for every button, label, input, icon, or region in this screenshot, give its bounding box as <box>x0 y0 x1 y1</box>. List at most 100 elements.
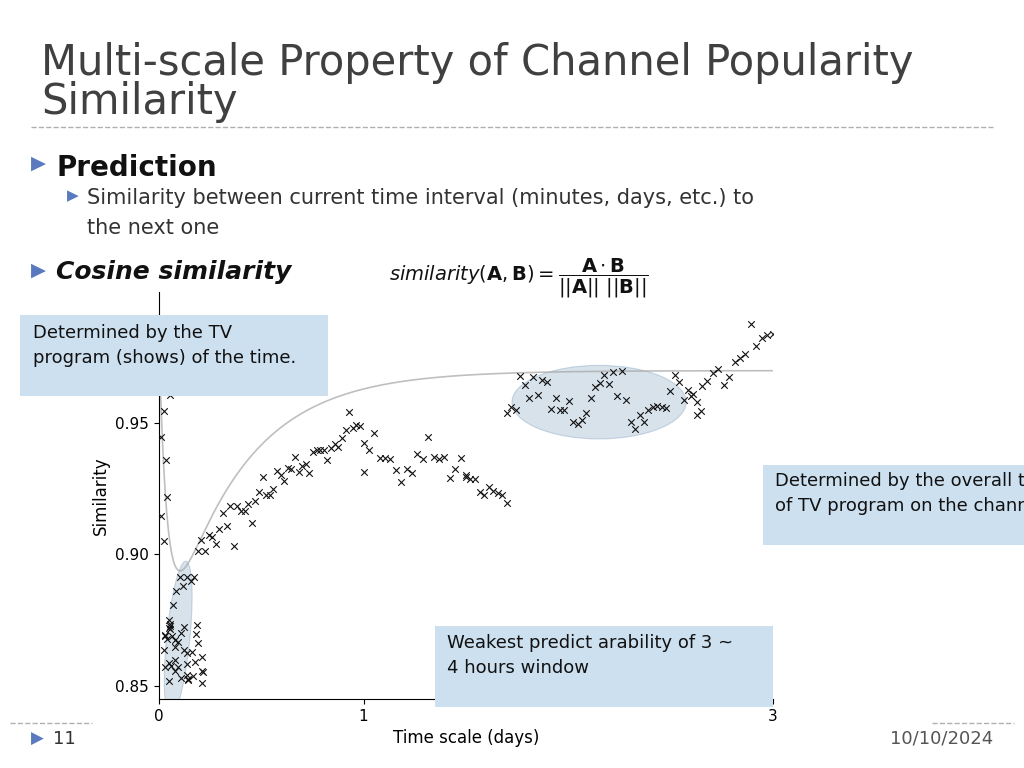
Point <box>179 571 196 583</box>
Point <box>208 538 224 550</box>
Point <box>351 420 368 432</box>
Text: 11: 11 <box>53 730 76 748</box>
Point <box>560 395 577 407</box>
Point <box>355 437 372 449</box>
Point <box>657 402 674 414</box>
Point <box>441 472 458 485</box>
Text: Determined by the overall type
of TV program on the channels.: Determined by the overall type of TV pro… <box>775 472 1024 515</box>
Point <box>688 396 705 408</box>
Point <box>195 677 211 689</box>
Point <box>775 319 792 332</box>
Point <box>291 466 307 478</box>
Point <box>471 485 487 498</box>
Point <box>189 545 206 557</box>
Point <box>341 406 357 418</box>
Point <box>436 451 453 463</box>
Point <box>499 497 515 509</box>
Point <box>495 489 511 502</box>
Point <box>398 463 415 475</box>
Point <box>194 534 210 546</box>
Point <box>197 545 213 557</box>
Point <box>157 661 173 674</box>
Point <box>458 468 474 481</box>
Point <box>535 374 551 386</box>
Point <box>431 452 447 465</box>
Point <box>301 467 317 479</box>
Point <box>565 416 582 429</box>
Point <box>640 403 656 415</box>
Point <box>382 453 398 465</box>
Point <box>158 631 174 643</box>
Point <box>663 386 679 398</box>
Point <box>272 468 289 481</box>
Text: $similarity(\mathbf{A}, \mathbf{B}) = \dfrac{\mathbf{A} \cdot \mathbf{B}}{||\mat: $similarity(\mathbf{A}, \mathbf{B}) = \d… <box>389 257 649 300</box>
Text: Determined by the TV
program (shows) of the time.: Determined by the TV program (shows) of … <box>33 324 296 367</box>
Point <box>308 444 325 456</box>
Point <box>446 462 463 475</box>
Point <box>569 418 586 430</box>
Text: Prediction: Prediction <box>56 154 217 181</box>
Point <box>425 451 441 463</box>
Text: 10/10/2024: 10/10/2024 <box>890 730 993 748</box>
Text: Cosine similarity: Cosine similarity <box>56 260 292 283</box>
Point <box>183 646 200 658</box>
Point <box>676 394 692 406</box>
Point <box>337 424 353 436</box>
Point <box>195 666 211 678</box>
Point <box>159 491 175 503</box>
Point <box>162 617 178 630</box>
Point <box>201 529 217 541</box>
Point <box>190 637 207 649</box>
Text: Similarity between current time interval (minutes, days, etc.) to
the next one: Similarity between current time interval… <box>87 188 754 238</box>
Point <box>269 465 286 478</box>
Point <box>158 454 174 466</box>
Point <box>247 495 263 507</box>
Point <box>636 416 652 429</box>
Point <box>167 634 183 647</box>
Point <box>754 332 770 344</box>
Point <box>254 471 270 483</box>
Point <box>163 631 179 643</box>
Point <box>749 340 765 353</box>
Point <box>410 449 426 461</box>
Point <box>179 673 196 685</box>
Point <box>159 633 175 645</box>
Point <box>480 481 497 493</box>
Point <box>759 329 775 342</box>
Point <box>161 614 177 626</box>
Point <box>710 363 726 376</box>
Point <box>172 571 188 583</box>
Point <box>323 442 339 454</box>
Point <box>218 520 234 532</box>
Point <box>284 463 300 475</box>
Point <box>225 540 242 552</box>
Point <box>265 483 282 495</box>
Point <box>367 427 383 439</box>
Point <box>489 487 506 499</box>
Point <box>312 444 329 456</box>
Text: ▶: ▶ <box>31 730 43 748</box>
Point <box>699 375 716 387</box>
Point <box>186 571 203 583</box>
Point <box>645 401 662 413</box>
Point <box>485 485 502 497</box>
Point <box>689 409 706 421</box>
Point <box>330 441 346 453</box>
Point <box>251 485 267 498</box>
Point <box>170 636 186 648</box>
Point <box>600 378 616 390</box>
Point <box>237 505 253 518</box>
Point <box>294 460 310 472</box>
Point <box>467 473 483 485</box>
Point <box>694 380 711 392</box>
Point <box>521 392 538 404</box>
Point <box>684 389 700 401</box>
Point <box>280 462 296 474</box>
Point <box>680 384 696 396</box>
Point <box>179 674 196 687</box>
Point <box>539 376 555 388</box>
Point <box>770 332 786 344</box>
Point <box>377 452 393 464</box>
Point <box>403 467 420 479</box>
Point <box>232 505 249 517</box>
